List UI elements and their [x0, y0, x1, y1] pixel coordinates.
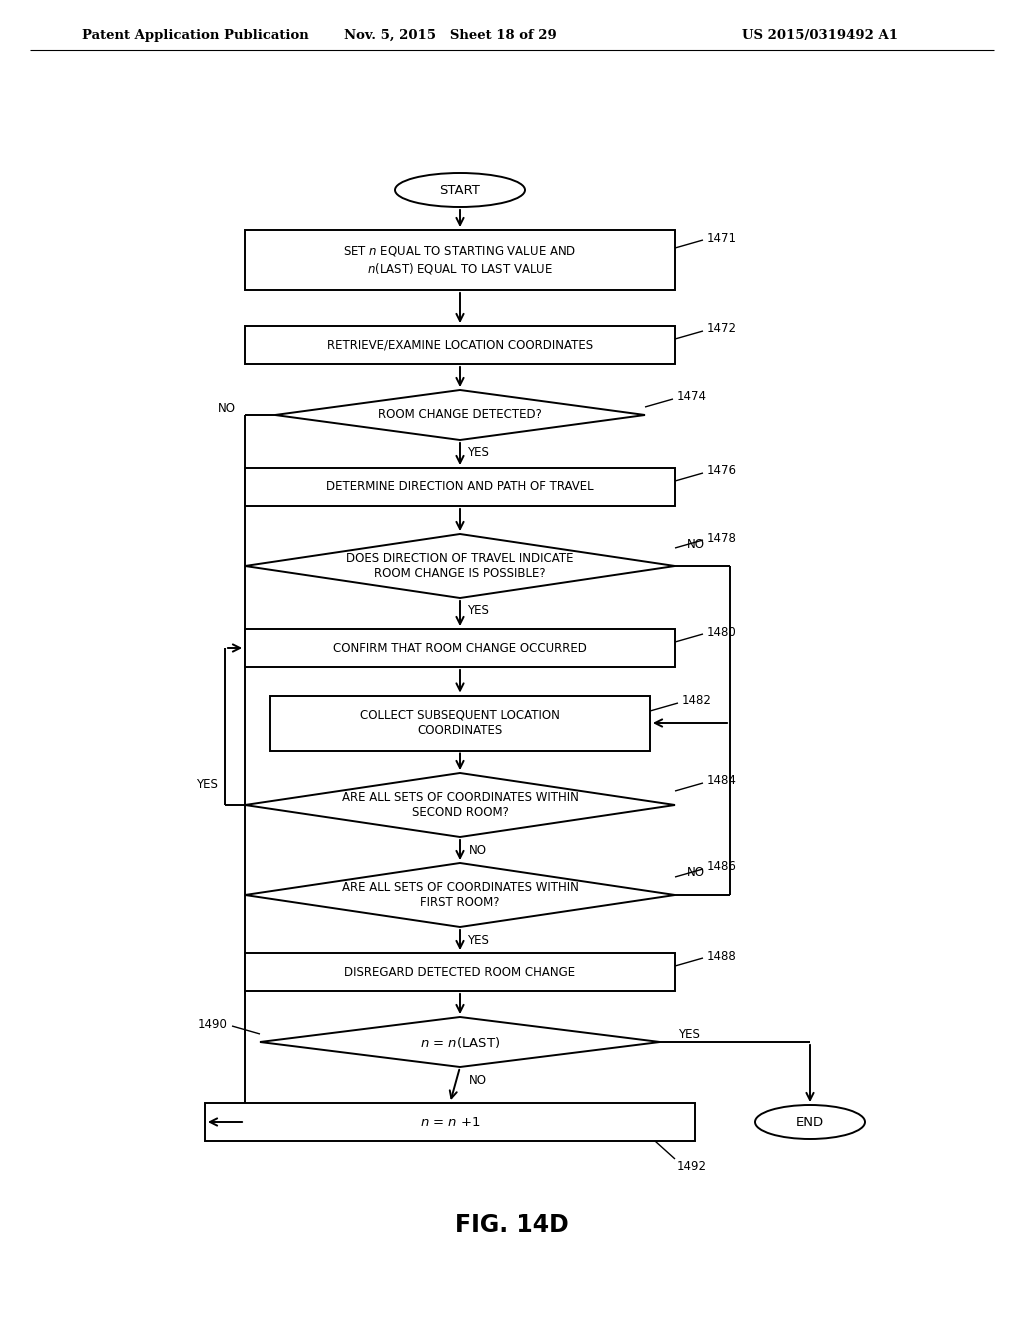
Text: 1474: 1474	[677, 391, 707, 404]
Polygon shape	[275, 389, 645, 440]
Text: Nov. 5, 2015   Sheet 18 of 29: Nov. 5, 2015 Sheet 18 of 29	[344, 29, 556, 41]
Text: YES: YES	[196, 779, 218, 792]
Text: YES: YES	[467, 933, 488, 946]
Text: RETRIEVE/EXAMINE LOCATION COORDINATES: RETRIEVE/EXAMINE LOCATION COORDINATES	[327, 338, 593, 351]
Text: CONFIRM THAT ROOM CHANGE OCCURRED: CONFIRM THAT ROOM CHANGE OCCURRED	[333, 642, 587, 655]
Text: YES: YES	[467, 446, 488, 459]
Bar	[245, 326, 675, 364]
Bar	[205, 1104, 695, 1140]
Text: ARE ALL SETS OF COORDINATES WITHIN
SECOND ROOM?: ARE ALL SETS OF COORDINATES WITHIN SECON…	[342, 791, 579, 818]
Text: YES: YES	[467, 605, 488, 618]
Text: DETERMINE DIRECTION AND PATH OF TRAVEL: DETERMINE DIRECTION AND PATH OF TRAVEL	[327, 480, 594, 494]
Polygon shape	[245, 863, 675, 927]
Text: 1471: 1471	[707, 231, 737, 244]
Text: 1484: 1484	[707, 775, 737, 788]
Text: $n$ = $n$(LAST): $n$ = $n$(LAST)	[420, 1035, 500, 1049]
Text: 1488: 1488	[707, 949, 736, 962]
Text: DISREGARD DETECTED ROOM CHANGE: DISREGARD DETECTED ROOM CHANGE	[344, 965, 575, 978]
Text: START: START	[439, 183, 480, 197]
Polygon shape	[260, 1016, 660, 1067]
Text: ROOM CHANGE DETECTED?: ROOM CHANGE DETECTED?	[378, 408, 542, 421]
Text: NO: NO	[218, 403, 236, 416]
Text: 1476: 1476	[707, 465, 737, 478]
Text: NO: NO	[469, 843, 487, 857]
Text: END: END	[796, 1115, 824, 1129]
Text: 1486: 1486	[707, 861, 737, 874]
Bar	[245, 469, 675, 506]
Text: NO: NO	[687, 537, 705, 550]
Bar	[245, 630, 675, 667]
Text: 1490: 1490	[198, 1018, 228, 1031]
Text: COLLECT SUBSEQUENT LOCATION
COORDINATES: COLLECT SUBSEQUENT LOCATION COORDINATES	[360, 709, 560, 737]
Bar	[270, 696, 650, 751]
Text: $n$ = $n$ +1: $n$ = $n$ +1	[420, 1115, 480, 1129]
Text: 1472: 1472	[707, 322, 737, 335]
Text: FIG. 14D: FIG. 14D	[455, 1213, 569, 1237]
Text: Patent Application Publication: Patent Application Publication	[82, 29, 309, 41]
Text: NO: NO	[469, 1073, 487, 1086]
Text: SET $n$ EQUAL TO STARTING VALUE AND
$n$(LAST) EQUAL TO LAST VALUE: SET $n$ EQUAL TO STARTING VALUE AND $n$(…	[343, 244, 577, 276]
Bar	[245, 230, 675, 290]
Polygon shape	[245, 774, 675, 837]
Polygon shape	[245, 535, 675, 598]
Text: 1480: 1480	[707, 626, 736, 639]
Text: NO: NO	[687, 866, 705, 879]
Ellipse shape	[395, 173, 525, 207]
Text: US 2015/0319492 A1: US 2015/0319492 A1	[742, 29, 898, 41]
Text: YES: YES	[678, 1027, 699, 1040]
Bar	[245, 953, 675, 991]
Text: 1478: 1478	[707, 532, 737, 544]
Text: DOES DIRECTION OF TRAVEL INDICATE
ROOM CHANGE IS POSSIBLE?: DOES DIRECTION OF TRAVEL INDICATE ROOM C…	[346, 552, 573, 579]
Text: 1482: 1482	[682, 694, 712, 708]
Text: ARE ALL SETS OF COORDINATES WITHIN
FIRST ROOM?: ARE ALL SETS OF COORDINATES WITHIN FIRST…	[342, 880, 579, 909]
Text: 1492: 1492	[677, 1160, 707, 1173]
Ellipse shape	[755, 1105, 865, 1139]
